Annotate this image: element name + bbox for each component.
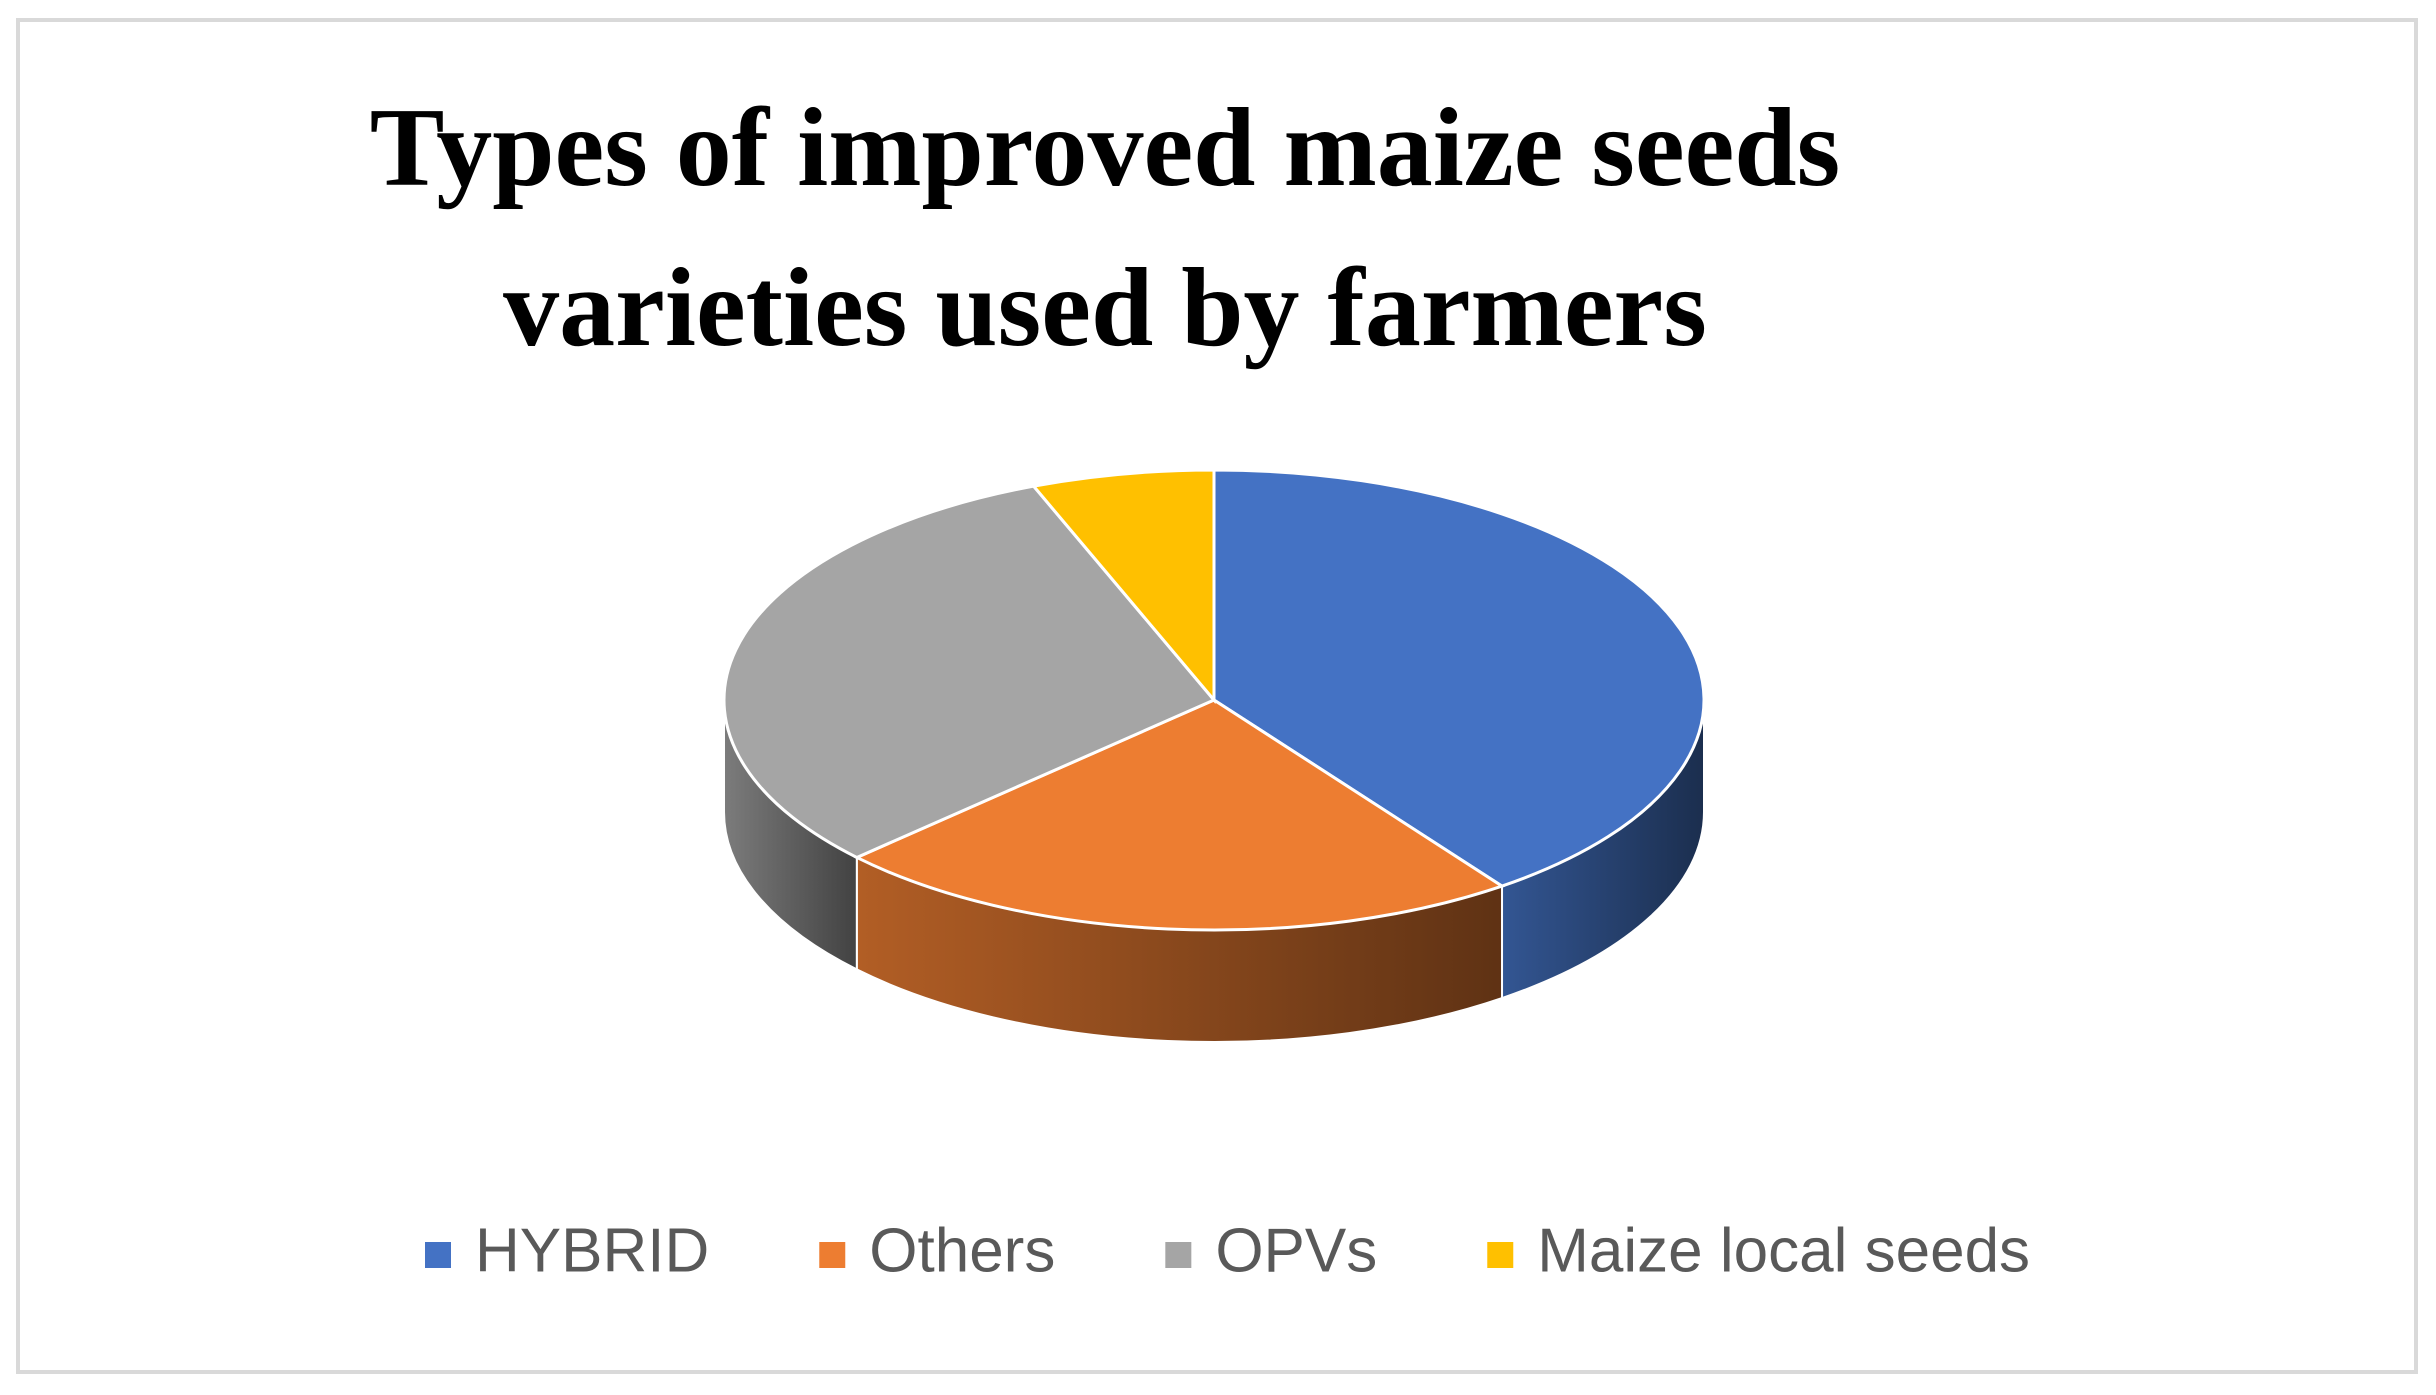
slice xyxy=(722,484,1217,860)
slice xyxy=(853,698,1506,932)
legend-swatch xyxy=(425,1242,451,1268)
legend-label: Others xyxy=(869,1216,1055,1285)
slice xyxy=(1030,468,1216,705)
legend-label: OPVs xyxy=(1215,1216,1377,1285)
legend-label: Maize local seeds xyxy=(1537,1216,2030,1285)
legend: HYBRID Others OPVs Maize local seeds xyxy=(425,1216,2030,1285)
chart-title: Types of improved maize seeds xyxy=(370,86,1840,210)
legend-label: HYBRID xyxy=(475,1216,709,1285)
legend-swatch xyxy=(1165,1242,1192,1268)
chart-title: varieties used by farmers xyxy=(503,246,1707,370)
pie xyxy=(722,468,1706,1043)
slice xyxy=(1212,468,1706,888)
legend-swatch xyxy=(1487,1242,1514,1268)
legend-swatch xyxy=(819,1242,846,1268)
